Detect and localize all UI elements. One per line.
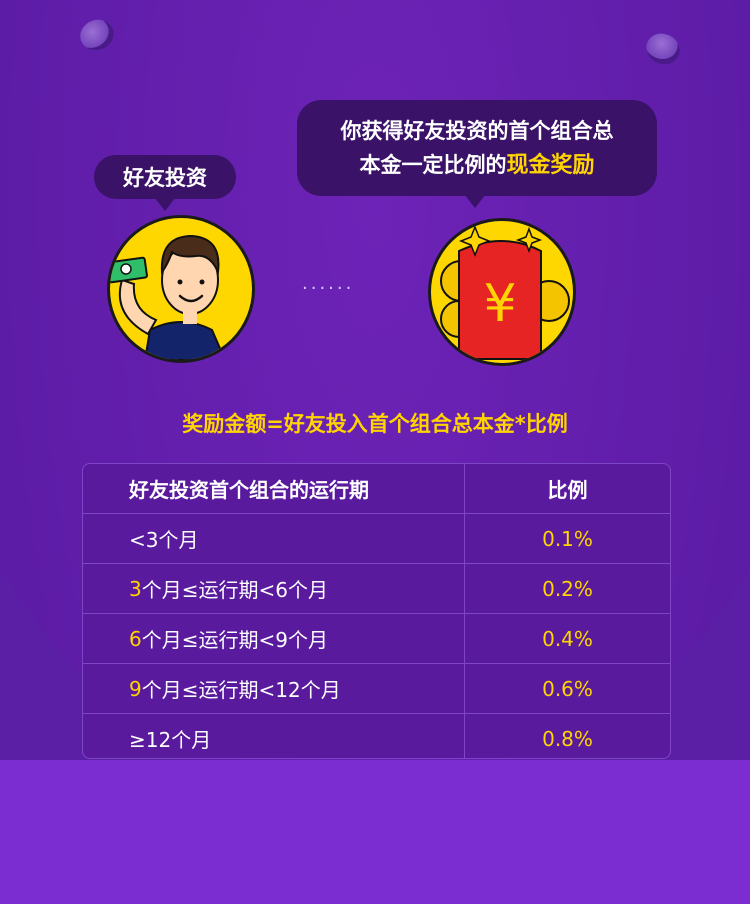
reward-description-prefix: 本金一定比例的 — [359, 153, 507, 177]
table-row: 3 个月≤运行期<6个月 0.2% — [83, 564, 670, 614]
period-number: 3 — [129, 576, 142, 601]
ratio-cell: 0.4% — [542, 626, 593, 651]
cash-reward-highlight: 现金奖励 — [506, 153, 595, 178]
period-cell: <3个月 — [83, 514, 465, 563]
header-period: 好友投资首个组合的运行期 — [83, 464, 465, 513]
period-number: 6 — [129, 626, 142, 651]
period-number: 9 — [129, 676, 142, 701]
friend-invest-label: 好友投资 — [123, 166, 207, 190]
header-ratio: 比例 — [547, 478, 588, 502]
period-text: ≥12个月 — [129, 728, 212, 752]
table-row: <3个月 0.1% — [83, 514, 670, 564]
connector-dots: ······ — [302, 278, 355, 299]
table-header-row: 好友投资首个组合的运行期 比例 — [83, 464, 670, 514]
friend-holding-cash-icon — [107, 215, 255, 363]
table-row: 6 个月≤运行期<9个月 0.4% — [83, 614, 670, 664]
red-envelope-yuan-icon: ¥ — [428, 218, 576, 366]
period-text: 个月≤运行期<6个月 — [141, 578, 328, 602]
friend-invest-bubble: 好友投资 — [94, 155, 236, 211]
ratio-cell: 0.2% — [542, 576, 593, 601]
period-cell: 9 个月≤运行期<12个月 — [83, 664, 465, 713]
yuan-symbol: ¥ — [483, 274, 516, 334]
table-row: ≥12个月 0.8% — [83, 714, 670, 758]
ratio-table: 好友投资首个组合的运行期 比例 <3个月 0.1% 3 个月≤运行期<6个月 0.… — [82, 463, 671, 759]
reward-description-line1: 你获得好友投资的首个组合总 — [340, 119, 614, 143]
period-cell: 3 个月≤运行期<6个月 — [83, 564, 465, 613]
ratio-cell: 0.6% — [542, 676, 593, 701]
period-text: <3个月 — [129, 528, 199, 552]
period-cell: ≥12个月 — [83, 714, 465, 758]
background-bottom — [0, 760, 750, 904]
table-row: 9 个月≤运行期<12个月 0.6% — [83, 664, 670, 714]
period-cell: 6 个月≤运行期<9个月 — [83, 614, 465, 663]
reward-description-line2: 本金一定比例的现金奖励 — [297, 148, 657, 183]
period-text: 个月≤运行期<9个月 — [141, 628, 328, 652]
reward-formula: 奖励金额=好友投入首个组合总本金*比例 — [182, 412, 568, 436]
period-text: 个月≤运行期<12个月 — [141, 678, 341, 702]
reward-description-bubble: 你获得好友投资的首个组合总 本金一定比例的现金奖励 — [297, 100, 657, 208]
ratio-cell: 0.8% — [542, 726, 593, 751]
ratio-cell: 0.1% — [542, 526, 593, 551]
